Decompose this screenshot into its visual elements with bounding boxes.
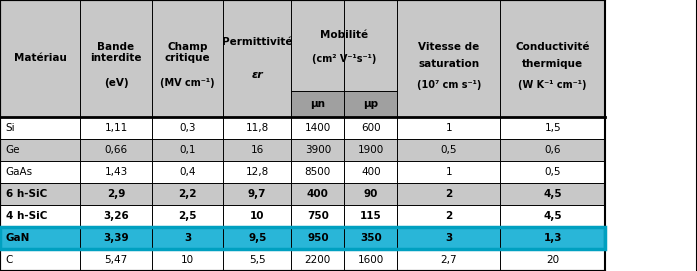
Text: μn: μn xyxy=(310,99,325,109)
Text: 600: 600 xyxy=(361,122,381,133)
Text: (W K⁻¹ cm⁻¹): (W K⁻¹ cm⁻¹) xyxy=(519,80,587,90)
Text: 4,5: 4,5 xyxy=(544,211,562,221)
Text: 1400: 1400 xyxy=(305,122,331,133)
Text: 12,8: 12,8 xyxy=(245,167,269,177)
Text: εr: εr xyxy=(252,70,263,79)
Text: 11,8: 11,8 xyxy=(245,122,269,133)
Text: 1: 1 xyxy=(445,122,452,133)
Bar xyxy=(500,91,605,117)
Text: 2: 2 xyxy=(445,211,452,221)
Bar xyxy=(0,227,605,249)
Text: 0,5: 0,5 xyxy=(441,145,457,155)
Bar xyxy=(0,138,605,161)
Bar xyxy=(0,161,605,183)
Bar xyxy=(344,91,397,117)
Bar xyxy=(0,249,605,271)
Bar xyxy=(80,0,152,117)
Text: Ge: Ge xyxy=(6,145,20,155)
Text: Si: Si xyxy=(6,122,15,133)
Text: 10: 10 xyxy=(250,211,264,221)
Text: (cm² V⁻¹s⁻¹): (cm² V⁻¹s⁻¹) xyxy=(312,54,376,64)
Text: 0,5: 0,5 xyxy=(544,167,561,177)
Text: 1900: 1900 xyxy=(358,145,384,155)
Text: 20: 20 xyxy=(546,255,559,265)
Text: 400: 400 xyxy=(361,167,381,177)
Text: GaAs: GaAs xyxy=(6,167,33,177)
Text: Conductivité: Conductivité xyxy=(516,43,590,52)
Text: 0,66: 0,66 xyxy=(105,145,128,155)
Text: Champ: Champ xyxy=(167,43,208,52)
Text: 6 h-SiC: 6 h-SiC xyxy=(6,189,47,199)
Text: 4,5: 4,5 xyxy=(544,189,562,199)
Text: 4 h-SiC: 4 h-SiC xyxy=(6,211,47,221)
Text: 9,7: 9,7 xyxy=(248,189,266,199)
Text: 1,3: 1,3 xyxy=(544,233,562,243)
Text: 3,26: 3,26 xyxy=(103,211,129,221)
Text: 0,6: 0,6 xyxy=(544,145,561,155)
Text: 16: 16 xyxy=(250,145,264,155)
Text: 0,4: 0,4 xyxy=(179,167,196,177)
Bar xyxy=(500,0,605,117)
Bar xyxy=(397,0,500,117)
Text: 2,2: 2,2 xyxy=(178,189,197,199)
Text: 5,47: 5,47 xyxy=(105,255,128,265)
Bar xyxy=(0,183,605,205)
Text: (eV): (eV) xyxy=(104,78,128,88)
Bar xyxy=(0,0,80,117)
Bar xyxy=(397,91,500,117)
Bar xyxy=(223,0,291,117)
Text: 1,11: 1,11 xyxy=(105,122,128,133)
Text: 3: 3 xyxy=(184,233,191,243)
Bar xyxy=(0,117,605,138)
Text: 115: 115 xyxy=(360,211,382,221)
Text: 400: 400 xyxy=(307,189,329,199)
Text: 10: 10 xyxy=(181,255,194,265)
Text: 9,5: 9,5 xyxy=(248,233,266,243)
Text: 2,5: 2,5 xyxy=(178,211,197,221)
Text: 90: 90 xyxy=(364,189,378,199)
Bar xyxy=(291,91,344,117)
Text: 3,39: 3,39 xyxy=(103,233,129,243)
Text: GaN: GaN xyxy=(6,233,30,243)
Bar xyxy=(0,227,605,249)
Bar xyxy=(0,0,605,271)
Text: Vitesse de: Vitesse de xyxy=(418,43,480,52)
Text: saturation: saturation xyxy=(418,59,480,69)
Text: (10⁷ cm s⁻¹): (10⁷ cm s⁻¹) xyxy=(417,80,481,90)
Text: interdite: interdite xyxy=(91,53,141,63)
Text: (MV cm⁻¹): (MV cm⁻¹) xyxy=(160,78,215,88)
Text: 1,43: 1,43 xyxy=(105,167,128,177)
Bar xyxy=(0,205,605,227)
Text: 2200: 2200 xyxy=(305,255,331,265)
Text: Bande: Bande xyxy=(98,43,135,52)
Text: 3: 3 xyxy=(445,233,452,243)
Text: 2,7: 2,7 xyxy=(441,255,457,265)
Text: Mobilité: Mobilité xyxy=(320,30,369,40)
Text: 1,5: 1,5 xyxy=(544,122,561,133)
Text: 1: 1 xyxy=(445,167,452,177)
Text: 8500: 8500 xyxy=(305,167,331,177)
Text: μp: μp xyxy=(363,99,378,109)
Text: 1600: 1600 xyxy=(358,255,384,265)
Text: 3900: 3900 xyxy=(305,145,331,155)
Bar xyxy=(152,0,223,117)
Text: C: C xyxy=(6,255,13,265)
Text: 2: 2 xyxy=(445,189,452,199)
Text: Permittivité: Permittivité xyxy=(222,37,293,47)
Bar xyxy=(291,0,397,91)
Text: 5,5: 5,5 xyxy=(249,255,266,265)
Text: 750: 750 xyxy=(307,211,329,221)
Text: Matériau: Matériau xyxy=(14,53,66,63)
Text: thermique: thermique xyxy=(522,59,583,69)
Text: 0,1: 0,1 xyxy=(179,145,196,155)
Text: critique: critique xyxy=(164,53,210,63)
Text: 350: 350 xyxy=(360,233,382,243)
Text: 2,9: 2,9 xyxy=(107,189,125,199)
Text: 0,3: 0,3 xyxy=(179,122,196,133)
Text: 950: 950 xyxy=(307,233,329,243)
